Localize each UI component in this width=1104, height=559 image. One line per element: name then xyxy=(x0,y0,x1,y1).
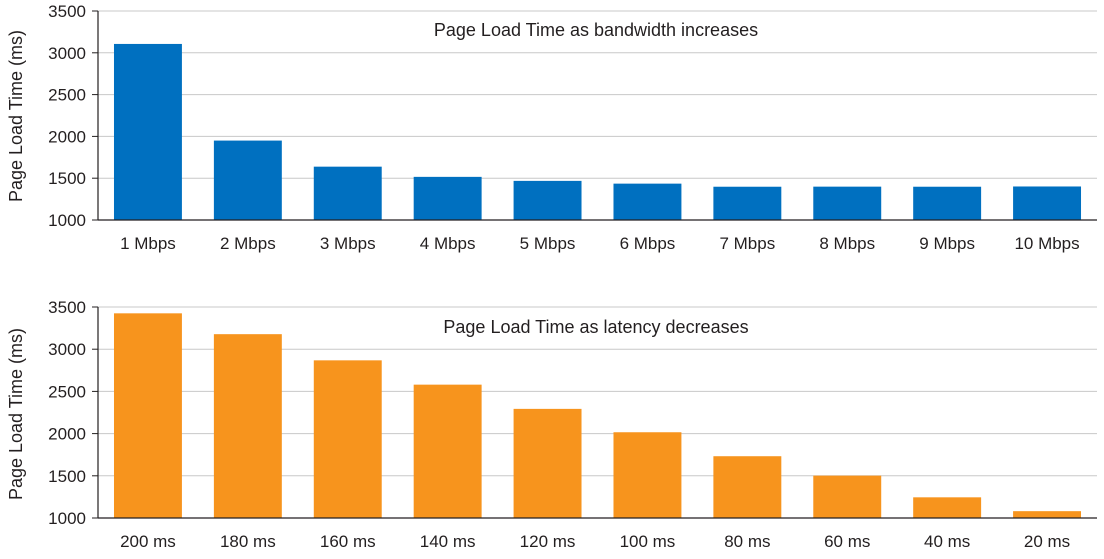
bandwidth-xtick-label: 7 Mbps xyxy=(719,234,775,253)
latency-xtick-label: 160 ms xyxy=(320,532,376,551)
latency-bar xyxy=(1013,511,1082,518)
latency-bar xyxy=(813,475,882,518)
bandwidth-xtick-label: 5 Mbps xyxy=(520,234,576,253)
latency-bar xyxy=(313,360,382,518)
latency-xtick-label: 180 ms xyxy=(220,532,276,551)
latency-ytick-label: 1000 xyxy=(48,509,86,528)
bandwidth-ytick-label: 2500 xyxy=(48,86,86,105)
bandwidth-bar xyxy=(913,186,982,220)
bandwidth-bar xyxy=(813,186,882,220)
bandwidth-chart-ylabel: Page Load Time (ms) xyxy=(6,30,26,202)
latency-bar xyxy=(513,408,582,518)
latency-chart-title: Page Load Time as latency decreases xyxy=(443,317,748,337)
bandwidth-xtick-label: 10 Mbps xyxy=(1014,234,1079,253)
latency-xtick-label: 60 ms xyxy=(824,532,870,551)
bandwidth-chart-title: Page Load Time as bandwidth increases xyxy=(434,20,758,40)
latency-chart: Page Load Time (ms) Page Load Time as la… xyxy=(6,298,1097,551)
latency-xtick-label: 20 ms xyxy=(1024,532,1070,551)
latency-ytick-label: 2000 xyxy=(48,425,86,444)
bandwidth-chart: Page Load Time (ms) Page Load Time as ba… xyxy=(6,2,1097,253)
bandwidth-xtick-label: 4 Mbps xyxy=(420,234,476,253)
bandwidth-bar xyxy=(513,180,582,220)
latency-ytick-label: 3500 xyxy=(48,298,86,317)
latency-ytick-label: 3000 xyxy=(48,340,86,359)
bandwidth-bar xyxy=(413,176,482,220)
latency-xtick-label: 40 ms xyxy=(924,532,970,551)
latency-xtick-label: 100 ms xyxy=(620,532,676,551)
bandwidth-xtick-label: 2 Mbps xyxy=(220,234,276,253)
bandwidth-bar xyxy=(1013,186,1082,220)
latency-bar xyxy=(613,432,682,518)
bandwidth-ytick-label: 1000 xyxy=(48,211,86,230)
latency-ytick-label: 1500 xyxy=(48,467,86,486)
latency-xtick-label: 200 ms xyxy=(120,532,176,551)
bandwidth-xtick-label: 6 Mbps xyxy=(620,234,676,253)
latency-bar xyxy=(413,384,482,518)
latency-bar xyxy=(113,313,182,518)
latency-ytick-label: 2500 xyxy=(48,382,86,401)
bandwidth-xtick-label: 1 Mbps xyxy=(120,234,176,253)
bandwidth-xtick-label: 8 Mbps xyxy=(819,234,875,253)
latency-xtick-label: 80 ms xyxy=(724,532,770,551)
latency-xtick-label: 140 ms xyxy=(420,532,476,551)
latency-bar xyxy=(213,334,282,518)
bandwidth-xtick-label: 3 Mbps xyxy=(320,234,376,253)
latency-bar xyxy=(713,456,782,518)
bandwidth-ytick-label: 2000 xyxy=(48,127,86,146)
bandwidth-bar xyxy=(613,183,682,220)
bandwidth-ytick-label: 3000 xyxy=(48,44,86,63)
bandwidth-bar xyxy=(713,186,782,220)
bandwidth-ytick-label: 1500 xyxy=(48,169,86,188)
bandwidth-xtick-label: 9 Mbps xyxy=(919,234,975,253)
bandwidth-ytick-label: 3500 xyxy=(48,2,86,21)
bandwidth-bar xyxy=(113,43,182,220)
latency-bar xyxy=(913,497,982,518)
latency-xtick-label: 120 ms xyxy=(520,532,576,551)
latency-chart-ylabel: Page Load Time (ms) xyxy=(6,328,26,500)
bandwidth-bar xyxy=(313,166,382,220)
bandwidth-bar xyxy=(213,140,282,220)
